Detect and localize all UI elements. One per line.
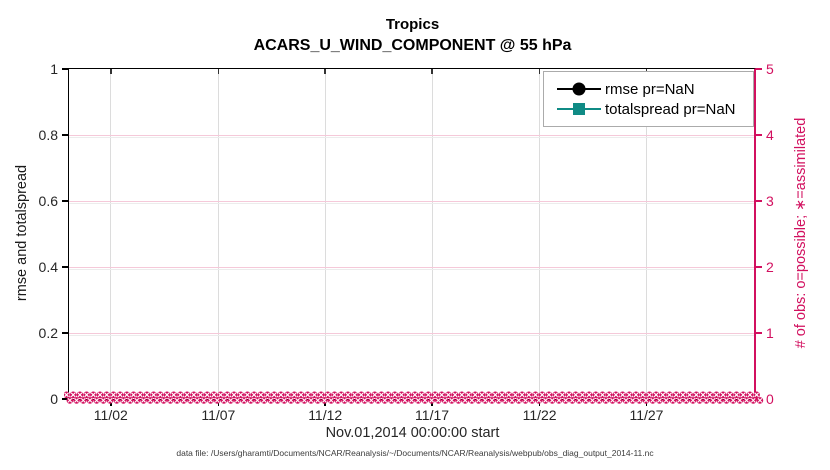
y-gridline-gray [69, 203, 754, 204]
y-gridline-gray [69, 137, 754, 138]
right-y-tick-label: 1 [766, 325, 774, 341]
rmse-circle-marker-icon [572, 82, 586, 96]
x-axis-label: Nov.01,2014 00:00:00 start [325, 425, 500, 441]
y-tick-right [756, 200, 762, 202]
y-tick-right [756, 266, 762, 268]
y-tick-right [756, 332, 762, 334]
data-file-caption: data file: /Users/gharamti/Documents/NCA… [176, 448, 654, 458]
legend-label-rmse: rmse pr=NaN [605, 80, 695, 98]
x-gridline [217, 69, 219, 399]
totalspread-square-marker-icon [573, 103, 585, 115]
obs-count-marker-band [64, 391, 764, 404]
x-tick-top [217, 69, 220, 74]
left-y-tick-label: 0.6 [38, 193, 58, 209]
legend-item-totalspread: totalspread pr=NaN [557, 101, 753, 118]
x-gridline [324, 69, 326, 399]
left-y-tick-label: 0 [50, 391, 58, 407]
x-tick-label: 11/07 [201, 407, 236, 423]
rmse-line-swatch [557, 81, 601, 97]
legend-item-rmse: rmse pr=NaN [557, 81, 753, 98]
left-y-tick-label: 1 [50, 61, 58, 77]
right-y-tick-label: 3 [766, 193, 774, 209]
y-gridline-gray [69, 269, 754, 270]
right-y-tick-label: 5 [766, 61, 774, 77]
y-gridline-pink [69, 333, 754, 334]
x-gridline [539, 69, 541, 399]
chart-subtitle: ACARS_U_WIND_COMPONENT @ 55 hPa [253, 37, 572, 54]
y-tick-left [61, 332, 68, 334]
legend: rmse pr=NaN totalspread pr=NaN [543, 71, 754, 127]
y-gridline-gray [69, 335, 754, 336]
x-tick-top [538, 69, 541, 74]
left-y-tick-label: 0.8 [38, 127, 58, 143]
y-tick-left [61, 398, 68, 400]
y-gridline-pink [69, 267, 754, 268]
chart-title: Tropics [385, 16, 440, 33]
y-tick-left [61, 68, 68, 70]
right-y-tick-label: 0 [766, 391, 774, 407]
x-tick-top [431, 69, 433, 74]
left-y-tick-label: 0.2 [38, 325, 58, 341]
x-tick-label: 11/17 [415, 407, 450, 423]
y-gridline-pink [69, 135, 754, 136]
x-tick-top [110, 69, 112, 74]
y-tick-left [61, 134, 68, 136]
totalspread-line-swatch [557, 101, 601, 117]
x-tick-label: 11/22 [522, 407, 557, 423]
y-gridline-pink [69, 201, 754, 202]
legend-label-totalspread: totalspread pr=NaN [605, 100, 736, 118]
x-tick-label: 11/02 [93, 407, 128, 423]
right-y-axis-label: # of obs: o=possible; ∗=assimilated [793, 117, 809, 349]
y-tick-right [756, 68, 762, 70]
left-y-axis-label: rmse and totalspread [14, 164, 30, 302]
right-y-tick-label: 2 [766, 259, 774, 275]
plot-area: rmse pr=NaN totalspread pr=NaN 11/02 11/0… [39, 61, 774, 423]
x-tick-top [324, 69, 326, 74]
x-tick-label: 11/27 [629, 407, 664, 423]
x-gridline [431, 69, 433, 399]
x-tick-label: 11/12 [308, 407, 343, 423]
x-gridline [110, 69, 112, 399]
y-tick-left [61, 200, 68, 202]
y-tick-right [756, 134, 762, 136]
y-tick-left [61, 266, 68, 268]
left-y-tick-label: 0.4 [38, 259, 58, 275]
x-gridline [645, 69, 647, 399]
right-y-tick-label: 4 [766, 127, 774, 143]
